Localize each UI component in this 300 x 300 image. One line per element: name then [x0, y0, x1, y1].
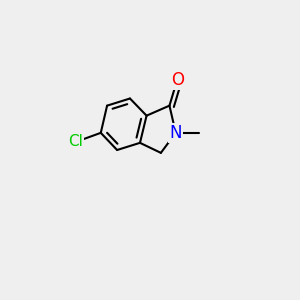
Text: N: N: [169, 124, 182, 142]
Text: O: O: [171, 71, 184, 89]
Text: Cl: Cl: [68, 134, 83, 149]
